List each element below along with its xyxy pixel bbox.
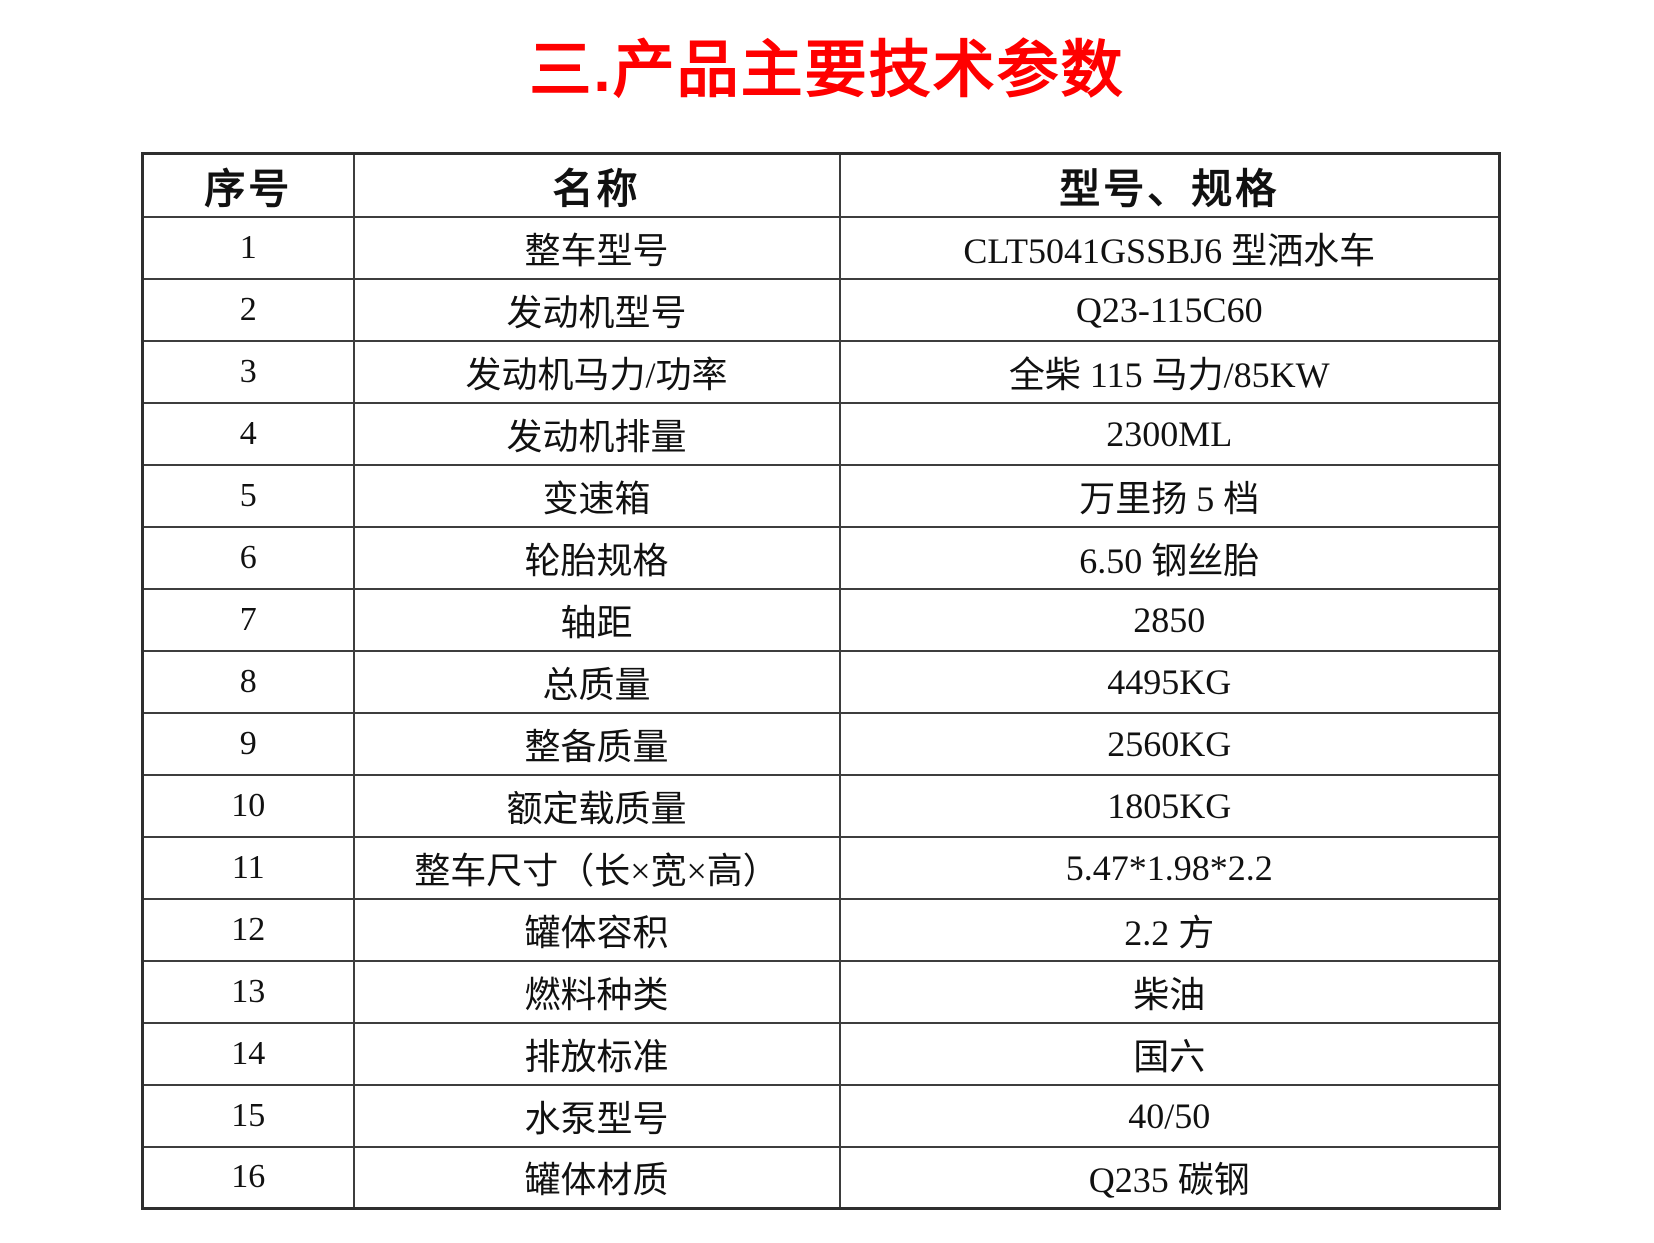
cell-spec: 2560KG xyxy=(838,711,1501,776)
cell-seq: 13 xyxy=(141,959,355,1024)
cell-name: 额定载质量 xyxy=(352,773,841,838)
cell-spec: Q23-115C60 xyxy=(838,277,1501,342)
table-row: 15 水泵型号 40/50 xyxy=(141,1083,1501,1148)
cell-name: 整车型号 xyxy=(352,215,841,280)
cell-spec: 5.47*1.98*2.2 xyxy=(838,835,1501,900)
table-row: 14 排放标准 国六 xyxy=(141,1021,1501,1086)
cell-seq: 6 xyxy=(141,525,355,590)
cell-seq: 3 xyxy=(141,339,355,404)
cell-name: 罐体容积 xyxy=(352,897,841,962)
cell-spec: 国六 xyxy=(838,1021,1501,1086)
cell-name: 轴距 xyxy=(352,587,841,652)
table-row: 6 轮胎规格 6.50 钢丝胎 xyxy=(141,525,1501,590)
cell-spec: 2300ML xyxy=(838,401,1501,466)
cell-seq: 11 xyxy=(141,835,355,900)
cell-seq: 16 xyxy=(141,1145,355,1210)
cell-seq: 12 xyxy=(141,897,355,962)
cell-seq: 14 xyxy=(141,1021,355,1086)
cell-name: 变速箱 xyxy=(352,463,841,528)
table-row: 7 轴距 2850 xyxy=(141,587,1501,652)
cell-name: 总质量 xyxy=(352,649,841,714)
page-title: 三.产品主要技术参数 xyxy=(529,36,1125,105)
cell-seq: 15 xyxy=(141,1083,355,1148)
cell-name: 整车尺寸（长×宽×高） xyxy=(352,835,841,900)
cell-spec: 2.2 方 xyxy=(838,897,1501,962)
cell-spec: 全柴 115 马力/85KW xyxy=(838,339,1501,404)
table-row: 10 额定载质量 1805KG xyxy=(141,773,1501,838)
cell-spec: 柴油 xyxy=(838,959,1501,1024)
table-header-row: 序号 名称 型号、规格 xyxy=(141,152,1501,218)
table-row: 9 整备质量 2560KG xyxy=(141,711,1501,776)
cell-spec: 万里扬 5 档 xyxy=(838,463,1501,528)
cell-name: 发动机型号 xyxy=(352,277,841,342)
cell-name: 燃料种类 xyxy=(352,959,841,1024)
column-header-name: 名称 xyxy=(352,152,841,218)
cell-seq: 2 xyxy=(141,277,355,342)
table-row: 12 罐体容积 2.2 方 xyxy=(141,897,1501,962)
table-row: 13 燃料种类 柴油 xyxy=(141,959,1501,1024)
cell-spec: 40/50 xyxy=(838,1083,1501,1148)
cell-seq: 5 xyxy=(141,463,355,528)
table-body: 1 整车型号 CLT5041GSSBJ6 型洒水车 2 发动机型号 Q23-11… xyxy=(141,215,1501,1210)
table-row: 4 发动机排量 2300ML xyxy=(141,401,1501,466)
table-row: 1 整车型号 CLT5041GSSBJ6 型洒水车 xyxy=(141,215,1501,280)
table-row: 16 罐体材质 Q235 碳钢 xyxy=(141,1145,1501,1210)
cell-name: 轮胎规格 xyxy=(352,525,841,590)
cell-spec: 2850 xyxy=(838,587,1501,652)
cell-spec: 4495KG xyxy=(838,649,1501,714)
table-row: 3 发动机马力/功率 全柴 115 马力/85KW xyxy=(141,339,1501,404)
cell-seq: 7 xyxy=(141,587,355,652)
spec-table: 序号 名称 型号、规格 1 整车型号 CLT5041GSSBJ6 型洒水车 2 … xyxy=(141,152,1501,1210)
cell-spec: 1805KG xyxy=(838,773,1501,838)
cell-name: 水泵型号 xyxy=(352,1083,841,1148)
table-row: 2 发动机型号 Q23-115C60 xyxy=(141,277,1501,342)
cell-seq: 4 xyxy=(141,401,355,466)
cell-spec: Q235 碳钢 xyxy=(838,1145,1501,1210)
cell-seq: 10 xyxy=(141,773,355,838)
cell-name: 整备质量 xyxy=(352,711,841,776)
cell-name: 罐体材质 xyxy=(352,1145,841,1210)
cell-name: 发动机马力/功率 xyxy=(352,339,841,404)
cell-name: 发动机排量 xyxy=(352,401,841,466)
cell-spec: CLT5041GSSBJ6 型洒水车 xyxy=(838,215,1501,280)
cell-seq: 1 xyxy=(141,215,355,280)
cell-seq: 8 xyxy=(141,649,355,714)
table-row: 5 变速箱 万里扬 5 档 xyxy=(141,463,1501,528)
table-row: 11 整车尺寸（长×宽×高） 5.47*1.98*2.2 xyxy=(141,835,1501,900)
column-header-spec: 型号、规格 xyxy=(838,152,1501,218)
table-row: 8 总质量 4495KG xyxy=(141,649,1501,714)
cell-spec: 6.50 钢丝胎 xyxy=(838,525,1501,590)
cell-seq: 9 xyxy=(141,711,355,776)
cell-name: 排放标准 xyxy=(352,1021,841,1086)
column-header-seq: 序号 xyxy=(141,152,355,218)
